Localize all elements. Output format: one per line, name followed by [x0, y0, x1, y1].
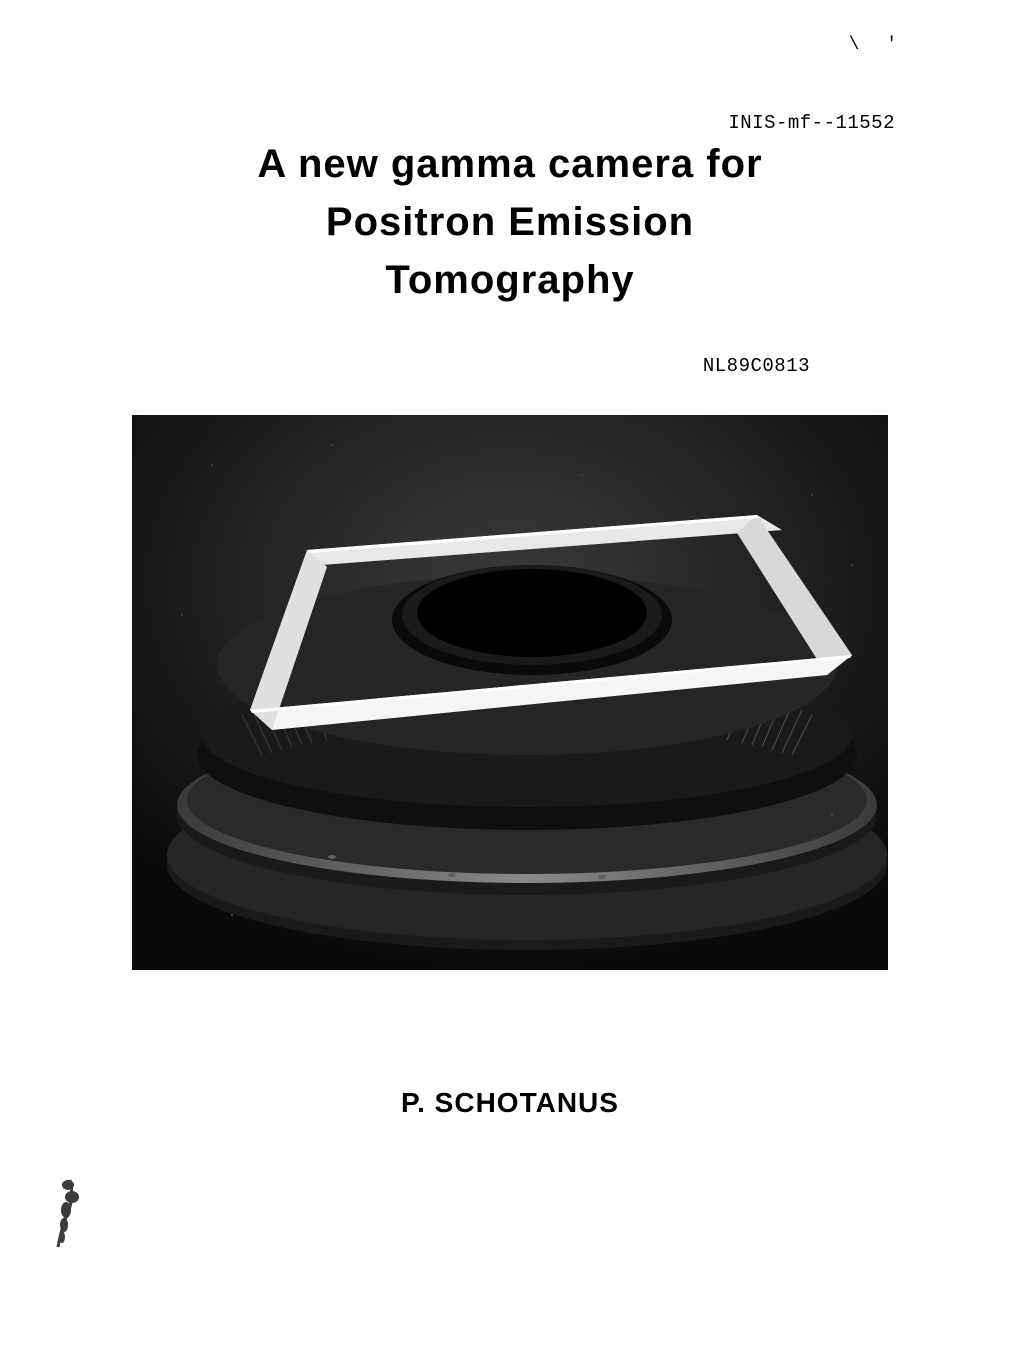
- title-line-2: Positron Emission: [0, 193, 1020, 251]
- page-container: \ ' INIS-mf--11552 A new gamma camera fo…: [0, 0, 1020, 1351]
- report-identifier: INIS-mf--11552: [728, 112, 895, 134]
- title-line-3: Tomography: [0, 251, 1020, 309]
- figure-photograph: [132, 415, 888, 970]
- gamma-camera-photo: [132, 415, 888, 970]
- title-line-1: A new gamma camera for: [0, 135, 1020, 193]
- title-block: A new gamma camera for Positron Emission…: [0, 135, 1020, 309]
- corner-mark: \ ': [849, 35, 905, 55]
- secondary-identifier: NL89C0813: [703, 355, 810, 377]
- author-name: P. SCHOTANUS: [0, 1087, 1020, 1119]
- scan-artifact: [50, 1175, 90, 1255]
